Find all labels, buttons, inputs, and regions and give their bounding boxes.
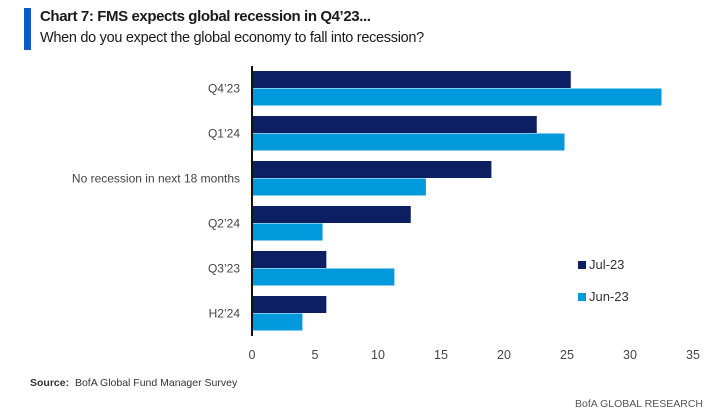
- category-label: Q2’24: [208, 217, 240, 231]
- x-tick-label: 10: [371, 348, 385, 362]
- bars-group: [252, 71, 662, 331]
- brand-label: BofA GLOBAL RESEARCH: [575, 398, 703, 410]
- x-tick-label: 20: [497, 348, 511, 362]
- bar-jun-23-5: [252, 313, 303, 331]
- category-labels: Q4’23 Q1’24 No recession in next 18 months…: [72, 82, 240, 321]
- source-text: BofA Global Fund Manager Survey: [74, 377, 238, 389]
- bar-jul-23-4: [252, 251, 327, 268]
- legend-swatch-jul-23: [578, 261, 586, 269]
- chart-subtitle: When do you expect the global economy to…: [40, 30, 424, 46]
- source-label: Source:: [30, 377, 70, 389]
- x-tick-label: 35: [686, 348, 700, 362]
- legend-swatch-jun-23: [578, 293, 586, 301]
- bar-jul-23-5: [252, 296, 327, 313]
- category-label: Q1’24: [208, 127, 240, 141]
- bar-jun-23-2: [252, 178, 426, 196]
- x-tick-label: 15: [434, 348, 448, 362]
- source-note: Source: BofA Global Fund Manager Survey: [30, 377, 237, 389]
- title-accent-bar: [24, 8, 31, 50]
- bar-jun-23-0: [252, 88, 662, 106]
- x-tick-label: 30: [623, 348, 637, 362]
- category-label: No recession in next 18 months: [72, 172, 240, 186]
- legend: Jul-23 Jun-23: [578, 257, 629, 304]
- bar-jul-23-2: [252, 161, 492, 178]
- bar-jul-23-3: [252, 206, 411, 223]
- x-tick-label: 0: [249, 348, 256, 362]
- x-tick-labels: 0 5 10 15 20 25 30 35: [249, 348, 700, 362]
- x-tick-label: 5: [312, 348, 319, 362]
- chart-title: Chart 7: FMS expects global recession in…: [40, 8, 371, 25]
- bar-jun-23-3: [252, 223, 323, 241]
- category-label: Q4’23: [208, 82, 240, 96]
- bar-jun-23-1: [252, 133, 565, 151]
- legend-label-jun-23: Jun-23: [589, 289, 629, 304]
- bar-jul-23-0: [252, 71, 571, 88]
- bar-jul-23-1: [252, 116, 537, 133]
- bar-jun-23-4: [252, 268, 395, 286]
- legend-label-jul-23: Jul-23: [589, 257, 624, 272]
- category-label: H2’24: [209, 307, 241, 321]
- category-label: Q3’23: [208, 262, 240, 276]
- x-tick-label: 25: [560, 348, 574, 362]
